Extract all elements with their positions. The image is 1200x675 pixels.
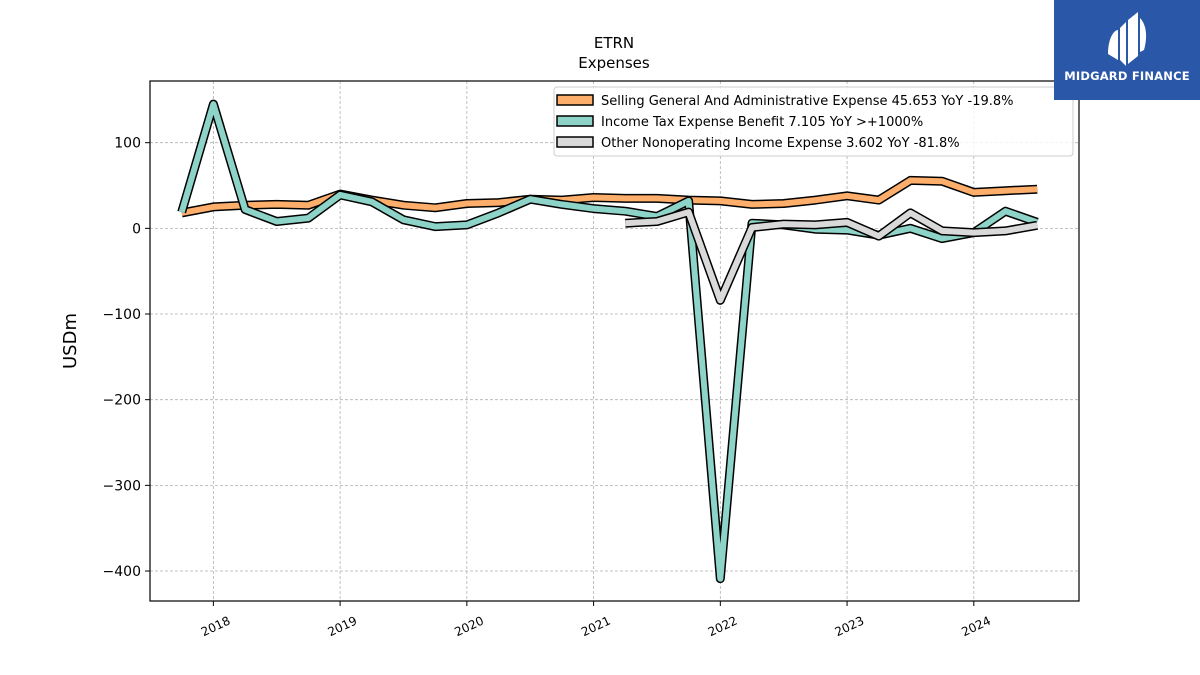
legend-label: Selling General And Administrative Expen… <box>601 94 1014 109</box>
logo-mark-icon <box>1108 12 1147 66</box>
y-tick-label: 100 <box>114 136 141 152</box>
x-tick-label: 2023 <box>833 614 867 640</box>
legend-swatch <box>556 94 594 106</box>
y-tick-label: −100 <box>103 307 141 323</box>
x-tick-label: 2020 <box>452 614 486 640</box>
legend-swatch <box>556 115 594 127</box>
legend-label: Other Nonoperating Income Expense 3.602 … <box>601 136 960 151</box>
series-line <box>178 101 1039 582</box>
series-line <box>625 209 1038 304</box>
x-tick-label: 2022 <box>706 614 740 640</box>
legend: Selling General And Administrative Expen… <box>553 86 1074 157</box>
y-tick-label: 0 <box>132 221 141 237</box>
series-lines <box>177 99 1039 584</box>
series-line <box>181 177 1038 216</box>
grid-lines <box>150 81 1079 601</box>
x-tick-label: 2024 <box>959 614 993 640</box>
y-tick-label: −300 <box>103 478 141 494</box>
series-outline <box>177 99 1039 584</box>
y-tick-label: −200 <box>103 393 141 409</box>
x-tick-label: 2021 <box>579 614 613 640</box>
chart-title: ETRN <box>594 34 634 52</box>
midgard-finance-logo: MIDGARD FINANCE <box>1054 0 1200 100</box>
axis-ticks: 100 0 −100 −200 −300 −400 2018 2019 2020 2021 2022… <box>103 136 993 639</box>
legend-box <box>553 86 1074 157</box>
chart-subtitle: Expenses <box>578 54 650 72</box>
legend-label: Income Tax Expense Benefit 7.105 YoY >+1… <box>601 115 923 130</box>
y-axis-label: USDm <box>60 313 81 369</box>
y-tick-label: −400 <box>103 564 141 580</box>
legend-swatch <box>556 136 594 148</box>
logo-text: MIDGARD FINANCE <box>1064 69 1190 83</box>
x-tick-label: 2018 <box>199 614 233 640</box>
plot-frame <box>149 80 1080 602</box>
x-tick-label: 2019 <box>326 614 360 640</box>
